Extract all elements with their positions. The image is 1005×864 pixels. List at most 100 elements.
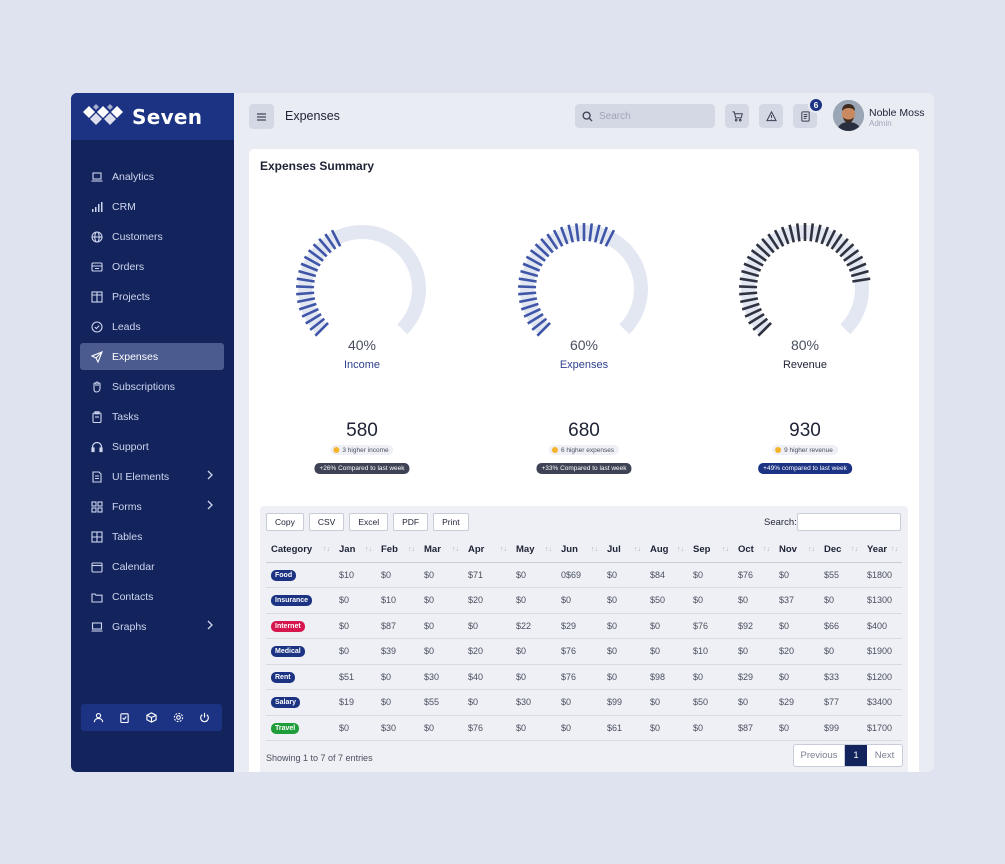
gauge-tick: [522, 262, 541, 272]
next-page-button[interactable]: Next: [874, 750, 895, 761]
excel-button[interactable]: Excel: [349, 513, 389, 531]
column-header[interactable]: Year ↑↓: [862, 537, 902, 563]
table-cell: $400: [862, 613, 902, 639]
table-cell: $0: [419, 613, 463, 639]
sidebar-item-orders[interactable]: Orders: [80, 253, 224, 280]
sidebar-item-label: Orders: [112, 260, 145, 273]
sort-icon: ↑↓: [591, 546, 598, 553]
sidebar-item-crm[interactable]: CRM: [80, 193, 224, 220]
table-search-input[interactable]: [797, 513, 901, 531]
table-row[interactable]: Salary $19 $0 $55 $0 $30 $0 $99 $0 $50 $0 $29 $77 $34…: [266, 689, 902, 716]
table-cell: $1800: [862, 562, 902, 588]
table-row[interactable]: Medical $0 $39 $0 $20 $0 $76 $0 $0 $10 $0 $20 $0 $190…: [266, 638, 902, 665]
copy-button[interactable]: Copy: [266, 513, 304, 531]
column-header-label: Oct: [738, 543, 754, 555]
table-cell: $0: [645, 715, 688, 741]
table-row[interactable]: Insurance $0 $10 $0 $20 $0 $0 $0 $50 $0 $0 $37 $0 $13…: [266, 587, 902, 614]
sidebar-item-expenses[interactable]: Expenses: [80, 343, 224, 370]
column-header[interactable]: Apr ↑↓: [463, 537, 511, 563]
gauge-tick: [825, 229, 837, 247]
sidebar-item-subscriptions[interactable]: Subscriptions: [80, 373, 224, 400]
search-input[interactable]: [599, 110, 699, 122]
column-header[interactable]: May ↑↓: [511, 537, 556, 563]
power-icon[interactable]: [195, 708, 215, 728]
column-header[interactable]: Dec ↑↓: [819, 537, 862, 563]
gauge-tick: [301, 307, 319, 318]
table-row[interactable]: Travel $0 $30 $0 $76 $0 $0 $61 $0 $0 $87 $0 $99 $1700: [266, 715, 902, 741]
cart-button[interactable]: [725, 104, 749, 128]
sidebar-item-analytics[interactable]: Analytics: [80, 163, 224, 190]
avatar[interactable]: [833, 100, 864, 131]
sidebar-item-forms[interactable]: Forms: [80, 493, 224, 520]
table-cell: $0: [511, 715, 556, 741]
column-header[interactable]: Mar ↑↓: [419, 537, 463, 563]
column-header[interactable]: Category ↑↓: [266, 537, 334, 563]
column-header[interactable]: Feb ↑↓: [376, 537, 419, 563]
pdf-button[interactable]: PDF: [393, 513, 429, 531]
cube-icon[interactable]: [141, 708, 161, 728]
table-cell: $0: [645, 689, 688, 716]
sidebar-item-label: Projects: [112, 290, 150, 303]
column-header-label: Category: [271, 543, 313, 555]
table-cell: $0: [511, 587, 556, 614]
table-cell: $77: [819, 689, 862, 716]
alert-button[interactable]: [759, 104, 783, 128]
sidebar-item-tables[interactable]: Tables: [80, 523, 224, 550]
column-header[interactable]: Oct ↑↓: [733, 537, 774, 563]
table-cell: $22: [511, 613, 556, 639]
chevron-right-icon: [206, 619, 214, 634]
previous-page-button[interactable]: Previous: [794, 745, 845, 766]
table-cell: $19: [334, 689, 376, 716]
table-cell: $39: [376, 638, 419, 665]
sidebar-item-calendar[interactable]: Calendar: [80, 553, 224, 580]
settings-icon[interactable]: [168, 708, 188, 728]
table-cell: $0: [602, 613, 645, 639]
column-header[interactable]: Nov ↑↓: [774, 537, 819, 563]
globe-icon: [91, 230, 103, 243]
table-cell: $0: [688, 715, 733, 741]
sidebar-item-tasks[interactable]: Tasks: [80, 403, 224, 430]
column-header[interactable]: Sep ↑↓: [688, 537, 733, 563]
table-cell: $55: [419, 689, 463, 716]
column-header[interactable]: Jun ↑↓: [556, 537, 602, 563]
brand[interactable]: Seven: [71, 93, 234, 140]
expenses-table-panel: Copy CSV Excel PDF Print Search: Categor…: [260, 506, 908, 772]
sidebar-item-graphs[interactable]: Graphs: [80, 613, 224, 640]
column-header[interactable]: Jul ↑↓: [602, 537, 645, 563]
table-row[interactable]: Rent $51 $0 $30 $40 $0 $76 $0 $98 $0 $29 $0 $33 $1200: [266, 664, 902, 690]
sidebar-item-ui-elements[interactable]: UI Elements: [80, 463, 224, 490]
table-icon: [91, 530, 103, 543]
sort-icon: ↑↓: [500, 546, 507, 553]
table-cell: $66: [819, 613, 862, 639]
sort-icon: ↑↓: [323, 546, 330, 553]
chevron-right-icon: [206, 499, 214, 514]
table-row[interactable]: Food $10 $0 $0 $71 $0 0$69 $0 $84 $0 $76 $0 $55 $1800: [266, 562, 902, 588]
category-cell: Medical: [266, 638, 334, 665]
page-1-button[interactable]: 1: [845, 745, 867, 766]
gauge-dial: [738, 223, 871, 337]
user-icon[interactable]: [88, 708, 108, 728]
sort-icon: ↑↓: [365, 546, 372, 553]
sidebar-item-support[interactable]: Support: [80, 433, 224, 460]
status-dot: [551, 447, 558, 453]
category-badge: Medical: [271, 646, 305, 658]
menu-toggle-button[interactable]: [249, 104, 274, 129]
column-header[interactable]: Aug ↑↓: [645, 537, 688, 563]
table-row[interactable]: Internet $0 $87 $0 $0 $22 $29 $0 $0 $76 $92 $0 $66 $4…: [266, 613, 902, 639]
table-cell: $0: [645, 638, 688, 665]
csv-button[interactable]: CSV: [308, 513, 345, 531]
table-cell: $30: [511, 689, 556, 716]
sidebar-item-leads[interactable]: Leads: [80, 313, 224, 340]
table-cell: $0: [376, 562, 419, 588]
sidebar-item-projects[interactable]: Projects: [80, 283, 224, 310]
gauge-tick: [305, 312, 322, 325]
column-header[interactable]: Jan ↑↓: [334, 537, 376, 563]
sidebar-item-contacts[interactable]: Contacts: [80, 583, 224, 610]
print-button[interactable]: Print: [433, 513, 469, 531]
search-bar[interactable]: [575, 104, 715, 128]
sidebar-item-customers[interactable]: Customers: [80, 223, 224, 250]
category-badge: Travel: [271, 722, 300, 734]
gauge-tick: [738, 285, 758, 289]
clipboard-icon[interactable]: [115, 708, 135, 728]
notifications-button[interactable]: [793, 104, 817, 128]
